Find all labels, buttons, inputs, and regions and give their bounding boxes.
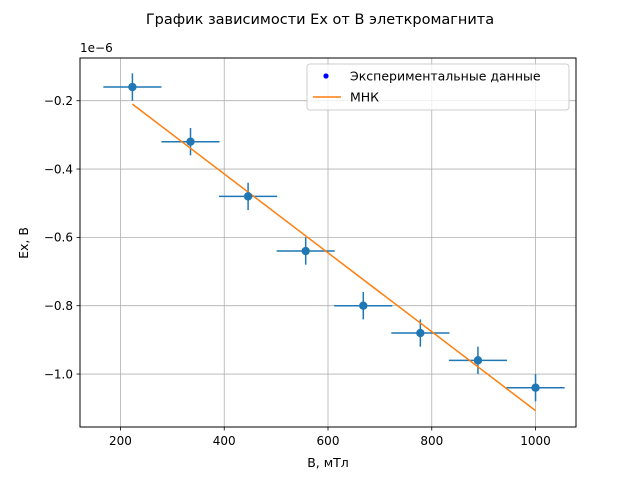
legend: Экспериментальные данные МНК <box>306 63 570 111</box>
data-point <box>416 328 425 338</box>
plot-data <box>103 73 565 412</box>
y-tick-label: −0.2 <box>44 94 73 108</box>
y-axis-label: Ex, B <box>16 227 31 259</box>
y-tick-label: −1.0 <box>44 367 73 381</box>
legend-marker-experimental <box>323 73 329 79</box>
grid <box>80 58 576 427</box>
x-axis-label: B, мТл <box>307 455 349 470</box>
x-tick-label: 400 <box>213 434 236 448</box>
mnk-line <box>131 103 536 412</box>
chart-title: График зависимости Ex от B элеткромагнит… <box>146 12 494 28</box>
legend-box <box>306 63 570 111</box>
x-tick-label: 600 <box>317 434 340 448</box>
legend-label-experimental: Экспериментальные данные <box>350 69 541 84</box>
data-point <box>243 192 253 201</box>
data-point <box>128 82 137 92</box>
data-point <box>473 356 483 365</box>
data-point <box>301 246 310 256</box>
y-axis-offset-label: 1e−6 <box>80 41 113 55</box>
y-tick-label: −0.4 <box>44 162 73 176</box>
y-tick-label: −0.8 <box>44 299 73 313</box>
data-point <box>531 383 540 392</box>
data-point <box>359 301 368 310</box>
legend-label-mnk: МНК <box>350 90 379 105</box>
x-tick-label: 1000 <box>520 434 551 448</box>
ticks: 200 400 600 800 1000 −1.0 −0.8 −0.6 −0.4 −0.2 <box>44 94 551 448</box>
data-point <box>186 137 195 146</box>
x-tick-label: 200 <box>109 434 132 448</box>
y-tick-label: −0.6 <box>44 231 73 245</box>
x-tick-label: 800 <box>420 434 443 448</box>
